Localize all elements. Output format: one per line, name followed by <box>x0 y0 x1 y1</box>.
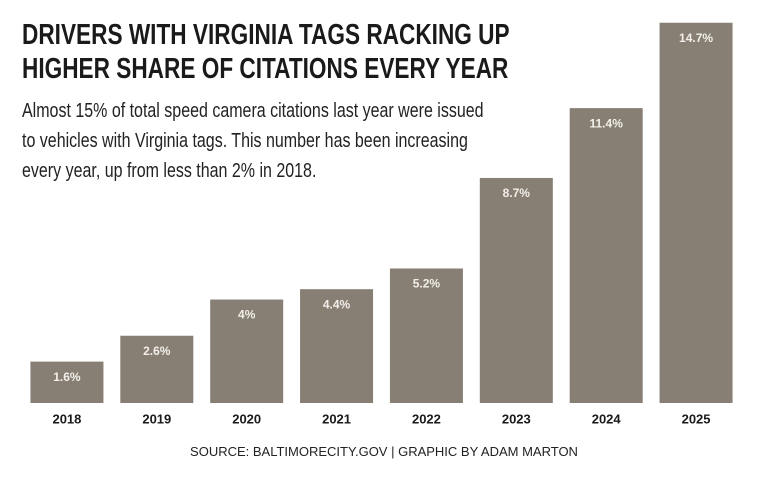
bar <box>300 289 374 403</box>
value-label: 1.6% <box>53 370 81 384</box>
x-tick-label: 2024 <box>592 411 622 426</box>
bar <box>389 268 463 403</box>
value-label: 2.6% <box>143 344 171 358</box>
x-tick-label: 2025 <box>682 411 711 426</box>
bar <box>659 22 733 403</box>
bar <box>479 177 553 403</box>
chart-subtitle: Almost 15% of total speed camera citatio… <box>22 100 484 182</box>
value-label: 4.4% <box>323 297 351 311</box>
value-label: 4% <box>238 308 256 322</box>
bar <box>120 335 194 403</box>
x-tick-label: 2023 <box>502 411 531 426</box>
bar <box>210 299 284 403</box>
bar <box>569 108 643 404</box>
value-label: 5.2% <box>413 277 441 291</box>
bar <box>30 361 104 403</box>
x-tick-label: 2020 <box>232 411 261 426</box>
source: SOURCE: BALTIMORECITY.GOV | GRAPHIC BY A… <box>190 444 578 459</box>
x-tick-label: 2019 <box>142 411 171 426</box>
x-tick-label: 2022 <box>412 411 441 426</box>
chart-title: DRIVERS WITH VIRGINIA TAGS RACKING UP HI… <box>22 19 510 85</box>
value-label: 14.7% <box>679 31 713 45</box>
x-tick-label: 2018 <box>52 411 81 426</box>
value-label: 8.7% <box>503 186 531 200</box>
x-tick-label: 2021 <box>322 411 351 426</box>
value-label: 11.4% <box>590 116 624 130</box>
